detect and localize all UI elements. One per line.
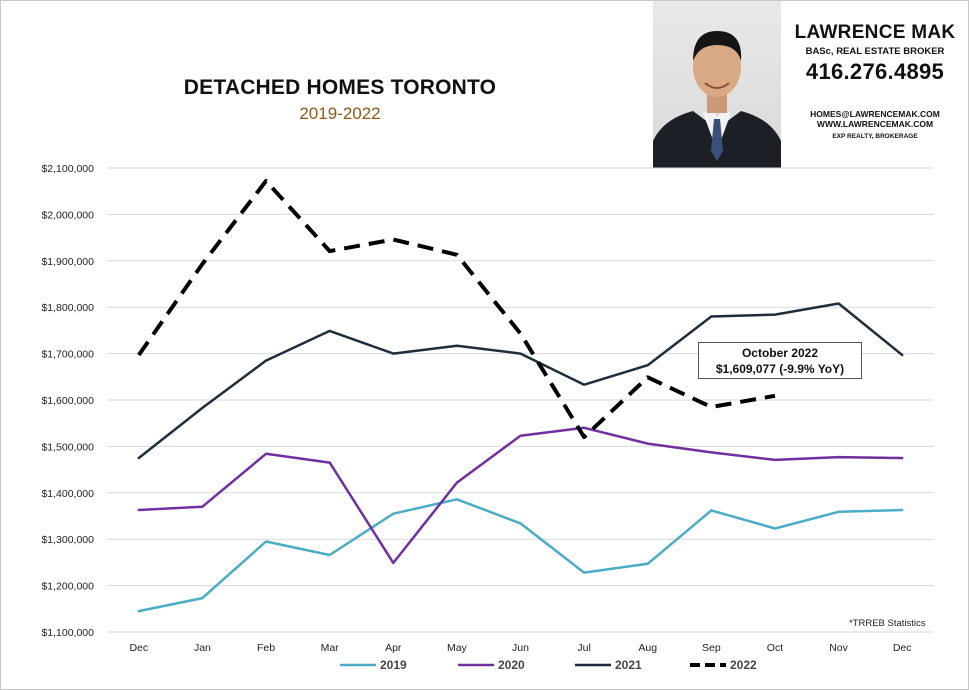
- x-tick-label: Jul: [577, 642, 590, 654]
- y-tick-label: $1,700,000: [41, 349, 94, 361]
- series-line-2021: [137, 302, 904, 460]
- x-axis-labels: Dec Jan Feb Mar Apr May Jun Jul Aug Sep Oct Nov Dec: [129, 642, 911, 654]
- agent-email: HOMES@LAWRENCEMAK.COM: [810, 109, 940, 119]
- agent-brokerage: EXP REALTY, BROKERAGE: [832, 133, 918, 140]
- y-tick-label: $1,100,000: [41, 627, 94, 639]
- x-tick-label: Nov: [829, 642, 848, 654]
- series-line-2022: [137, 179, 776, 440]
- agent-credentials: BASc, REAL ESTATE BROKER: [805, 46, 945, 57]
- y-tick-label: $2,100,000: [41, 163, 94, 175]
- x-tick-label: Dec: [129, 642, 148, 654]
- y-tick-label: $1,600,000: [41, 395, 94, 407]
- legend-label-2022: 2022: [730, 658, 757, 672]
- chart-subtitle: 2019-2022: [299, 104, 381, 123]
- x-tick-label: Dec: [893, 642, 912, 654]
- x-tick-label: Jan: [194, 642, 211, 654]
- agent-name: LAWRENCE MAK: [794, 22, 956, 43]
- y-tick-label: $1,800,000: [41, 302, 94, 314]
- x-tick-label: Apr: [385, 642, 402, 654]
- chart-title: DETACHED HOMES TORONTO: [183, 76, 497, 99]
- x-tick-label: Feb: [257, 642, 275, 654]
- gridlines: [107, 167, 934, 633]
- agent-portrait-icon: [653, 31, 781, 168]
- x-tick-label: Sep: [702, 642, 721, 654]
- callout-line-1: October 2022: [741, 346, 819, 360]
- x-tick-label: Oct: [767, 642, 783, 654]
- agent-photo: [653, 1, 781, 168]
- y-tick-label: $2,000,000: [41, 209, 94, 221]
- y-tick-label: $1,200,000: [41, 581, 94, 593]
- legend: 2019 2020 2021 2022: [340, 658, 757, 672]
- y-axis-labels: $1,100,000 $1,200,000 $1,300,000 $1,400,000…: [41, 163, 94, 639]
- october-2022-callout: October 2022 $1,609,077 (-9.9% YoY): [698, 342, 862, 379]
- legend-label-2019: 2019: [380, 658, 407, 672]
- x-tick-label: Jun: [512, 642, 529, 654]
- y-tick-label: $1,500,000: [41, 441, 94, 453]
- source-footnote: *TRREB Statistics: [849, 618, 926, 629]
- chart-title-block: DETACHED HOMES TORONTO 2019-2022: [150, 76, 530, 124]
- agent-website: WWW.LAWRENCEMAK.COM: [816, 119, 934, 129]
- y-tick-label: $1,400,000: [41, 488, 94, 500]
- series-line-2020: [137, 426, 904, 565]
- agent-card: LAWRENCE MAK BASc, REAL ESTATE BROKER 41…: [790, 22, 960, 140]
- series-lines: [137, 179, 904, 613]
- callout-line-2: $1,609,077 (-9.9% YoY): [715, 362, 845, 376]
- y-tick-label: $1,300,000: [41, 534, 94, 546]
- x-tick-label: Aug: [638, 642, 657, 654]
- series-line-2019: [137, 498, 904, 613]
- x-tick-label: May: [447, 642, 468, 654]
- agent-phone: 416.276.4895: [805, 59, 945, 84]
- legend-label-2020: 2020: [498, 658, 525, 672]
- y-tick-label: $1,900,000: [41, 256, 94, 268]
- legend-label-2021: 2021: [615, 658, 642, 672]
- x-tick-label: Mar: [321, 642, 340, 654]
